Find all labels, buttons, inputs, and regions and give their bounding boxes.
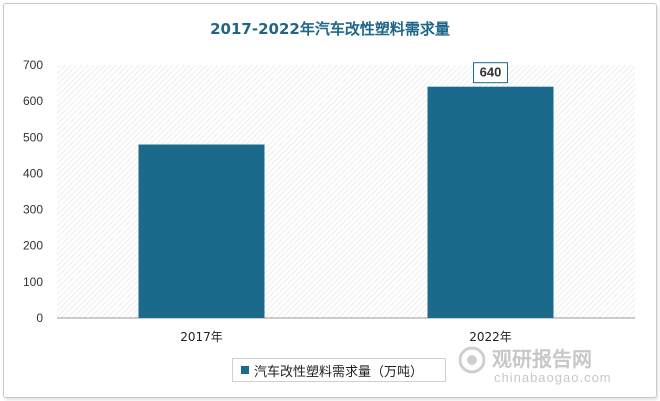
- y-tick-label: 600: [23, 94, 43, 108]
- y-tick-label: 100: [23, 275, 43, 289]
- y-tick-label: 700: [23, 58, 43, 72]
- y-tick-label: 400: [23, 166, 43, 180]
- legend: 汽车改性塑料需求量（万吨）: [232, 358, 446, 382]
- x-category-label: 2017年: [180, 330, 223, 344]
- legend-swatch: [241, 366, 249, 374]
- bar-1: [138, 144, 265, 318]
- y-tick-label: 0: [36, 311, 43, 325]
- data-label-text: 640: [480, 65, 502, 80]
- legend-label: 汽车改性塑料需求量（万吨）: [254, 364, 424, 380]
- watermark-name: 观研报告网: [492, 347, 592, 371]
- watermark-url: chinabaogao.com: [494, 370, 612, 385]
- chart-title: 2017-2022年汽车改性塑料需求量: [210, 20, 450, 38]
- x-category-label: 2022年: [469, 330, 512, 344]
- y-tick-label: 200: [23, 239, 43, 253]
- data-label: 640: [473, 62, 508, 84]
- watermark-logo: 观研报告网 chinabaogao.com: [458, 346, 612, 385]
- y-tick-label: 500: [23, 130, 43, 144]
- data-label-box: [473, 62, 508, 84]
- bar-2: [427, 86, 554, 318]
- y-tick-label: 300: [23, 203, 43, 217]
